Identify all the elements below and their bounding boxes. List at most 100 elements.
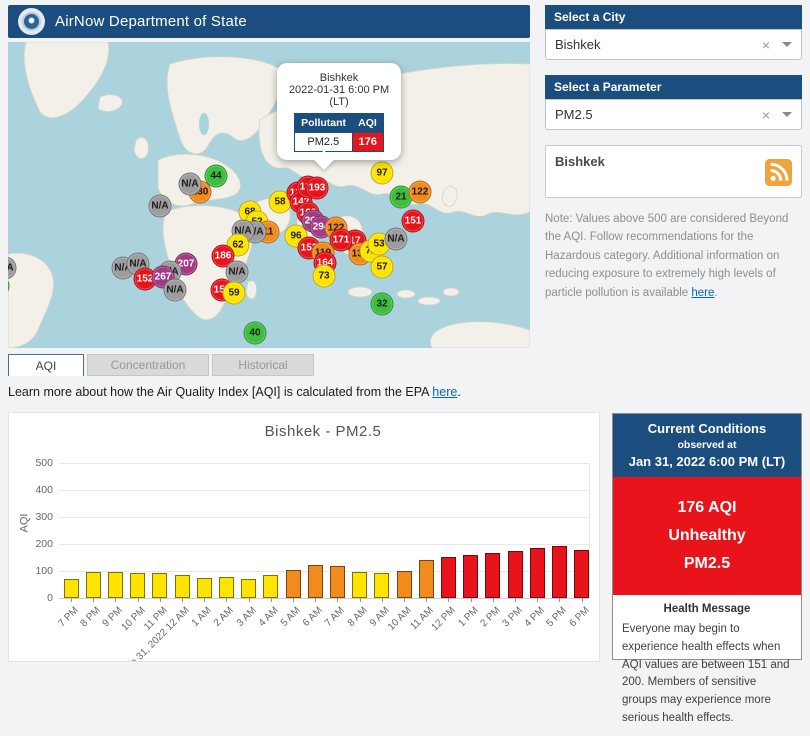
- map-marker[interactable]: 44: [205, 165, 228, 188]
- map-marker[interactable]: 32: [371, 293, 394, 316]
- cc-aqi-block: 176 AQI Unhealthy PM2.5: [613, 477, 801, 595]
- chart-bar[interactable]: [241, 579, 256, 598]
- popup-table: Pollutant AQI PM2.5 176: [294, 113, 384, 152]
- cc-category: Unhealthy: [617, 522, 797, 550]
- chart-bar[interactable]: [574, 550, 589, 598]
- tab-bar: AQI Concentration Historical: [8, 354, 314, 376]
- chart-bar[interactable]: [197, 578, 212, 598]
- chart-bar[interactable]: [508, 551, 523, 598]
- health-message-text: Everyone may begin to experience health …: [622, 621, 792, 728]
- x-axis-tick: [537, 598, 538, 602]
- popup-col-aqi: AQI: [352, 114, 383, 133]
- app-title: AirNow Department of State: [55, 13, 247, 30]
- popup-pollutant-value: PM2.5: [295, 133, 352, 152]
- map-marker[interactable]: 122: [409, 181, 432, 204]
- popup-timezone: (LT): [283, 96, 395, 108]
- y-axis-tick-label: 400: [17, 484, 53, 496]
- map-marker[interactable]: 59: [223, 282, 246, 305]
- chart-bar[interactable]: [485, 553, 500, 598]
- x-axis-tick: [138, 598, 139, 602]
- map-marker[interactable]: 193: [306, 177, 329, 200]
- x-axis-tick: [360, 598, 361, 602]
- chart-bar[interactable]: [64, 579, 79, 598]
- aqi-world-map[interactable]: N/A130N/A44N/A58685211N/AN/A6218696N/AN/…: [8, 42, 530, 348]
- cc-header-title: Current Conditions: [617, 421, 797, 436]
- map-marker[interactable]: N/A: [149, 195, 172, 218]
- note-text: Note: Values above 500 are considered Be…: [545, 210, 802, 302]
- x-axis-tick: [115, 598, 116, 602]
- city-caret-down-icon[interactable]: [782, 42, 792, 47]
- tab-aqi[interactable]: AQI: [8, 354, 84, 376]
- map-marker[interactable]: N/A: [8, 257, 17, 280]
- current-conditions-header: Current Conditions observed at Jan 31, 2…: [613, 414, 801, 477]
- current-conditions-panel: Current Conditions observed at Jan 31, 2…: [612, 413, 802, 660]
- chart-panel: Bishkek - PM2.5 AQI 01002003004005007 PM…: [8, 412, 600, 662]
- chart-bar[interactable]: [397, 571, 412, 598]
- x-axis-tick: [426, 598, 427, 602]
- learn-more-link[interactable]: here: [432, 385, 457, 399]
- parameter-caret-down-icon[interactable]: [782, 112, 792, 117]
- chart-bar[interactable]: [263, 575, 278, 598]
- parameter-select-value: PM2.5: [555, 107, 762, 122]
- parameter-clear-icon[interactable]: ×: [762, 107, 770, 123]
- map-marker[interactable]: 40: [244, 322, 267, 345]
- sidebar: Select a City Bishkek × Select a Paramet…: [545, 5, 802, 302]
- map-marker[interactable]: 57: [371, 256, 394, 279]
- tab-concentration[interactable]: Concentration: [87, 354, 209, 376]
- tab-historical[interactable]: Historical: [212, 354, 314, 376]
- cc-aqi-value: 176 AQI: [617, 494, 797, 522]
- x-axis-tick: [404, 598, 405, 602]
- plot-right-border: [589, 463, 590, 598]
- note-link[interactable]: here: [691, 287, 714, 299]
- cc-observed-at: observed at: [617, 439, 797, 451]
- gridline: [59, 544, 589, 545]
- x-axis-tick: [315, 598, 316, 602]
- x-axis-tick: [271, 598, 272, 602]
- chart-bar[interactable]: [86, 572, 101, 598]
- chart-bar[interactable]: [374, 573, 389, 598]
- x-axis-tick: [582, 598, 583, 602]
- map-marker[interactable]: 151: [402, 210, 425, 233]
- chart-bar[interactable]: [219, 577, 234, 598]
- chart-bar[interactable]: [552, 546, 567, 598]
- map-marker[interactable]: N/A: [385, 228, 408, 251]
- parameter-select-header: Select a Parameter: [545, 75, 802, 99]
- x-axis-tick: [93, 598, 94, 602]
- cc-pollutant: PM2.5: [617, 550, 797, 578]
- department-of-state-seal-logo: [18, 8, 45, 35]
- map-marker[interactable]: 73: [313, 265, 336, 288]
- feed-city-label: Bishkek: [555, 154, 792, 169]
- map-marker[interactable]: 97: [371, 162, 394, 185]
- chart-bar[interactable]: [441, 557, 456, 598]
- city-select[interactable]: Bishkek ×: [545, 29, 802, 60]
- popup-col-pollutant: Pollutant: [295, 114, 352, 133]
- chart-bar[interactable]: [130, 573, 145, 598]
- chart-bar[interactable]: [152, 573, 167, 598]
- x-axis-tick: [515, 598, 516, 602]
- x-axis-tick: [160, 598, 161, 602]
- chart-bar[interactable]: [175, 575, 190, 598]
- chart-bar[interactable]: [330, 566, 345, 598]
- chart-bar[interactable]: [108, 572, 123, 598]
- chart-bar[interactable]: [419, 560, 434, 598]
- map-markers: N/A130N/A44N/A58685211N/AN/A6218696N/AN/…: [8, 42, 530, 348]
- y-axis-tick-label: 0: [17, 592, 53, 604]
- chart-bar[interactable]: [530, 548, 545, 598]
- chart-bar[interactable]: [463, 555, 478, 598]
- app-header: AirNow Department of State: [8, 5, 530, 38]
- y-axis-tick-label: 100: [17, 565, 53, 577]
- city-clear-icon[interactable]: ×: [762, 37, 770, 53]
- chart-bar[interactable]: [308, 565, 323, 598]
- x-axis-tick: [204, 598, 205, 602]
- x-axis-tick: [337, 598, 338, 602]
- rss-feed-icon[interactable]: [765, 159, 792, 191]
- map-marker[interactable]: N/A: [164, 279, 187, 302]
- x-axis-tick: [293, 598, 294, 602]
- chart-bar[interactable]: [286, 570, 301, 598]
- health-message-title: Health Message: [622, 603, 792, 615]
- chart-bar[interactable]: [352, 572, 367, 598]
- x-axis-tick: [71, 598, 72, 602]
- cc-datetime: Jan 31, 2022 6:00 PM (LT): [617, 454, 797, 469]
- parameter-select[interactable]: PM2.5 ×: [545, 99, 802, 130]
- map-marker[interactable]: N/A: [179, 173, 202, 196]
